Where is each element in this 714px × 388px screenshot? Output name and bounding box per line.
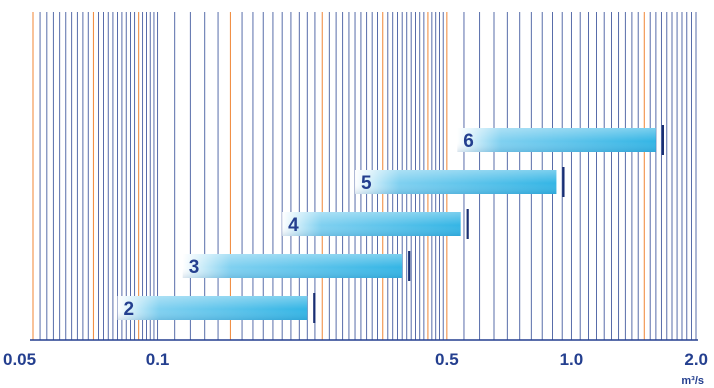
bar-shine-5 <box>355 170 557 194</box>
bar-label-3: 3 <box>189 257 200 278</box>
bar-label-5: 5 <box>361 173 372 194</box>
bar-shine-6 <box>457 128 656 152</box>
x-tick-label: 0.5 <box>435 350 459 369</box>
x-tick-labels: 0.05 0.1 0.5 1.0 2.0 <box>3 350 708 369</box>
x-tick-label: 0.1 <box>146 350 170 369</box>
bar-shine-4 <box>282 212 461 236</box>
bar-shine-2 <box>117 296 308 320</box>
bar-label-2: 2 <box>123 299 134 320</box>
bar-group: 2 3 4 5 6 <box>117 125 664 323</box>
bar-label-6: 6 <box>463 131 474 152</box>
x-tick-label: 1.0 <box>560 350 584 369</box>
bar-shine-3 <box>182 254 403 278</box>
x-tick-label: 2.0 <box>684 350 708 369</box>
grid-lines <box>32 12 697 340</box>
x-unit-label: m³/s <box>681 375 704 387</box>
bar-label-4: 4 <box>288 215 299 236</box>
x-tick-label: 0.05 <box>3 350 36 369</box>
